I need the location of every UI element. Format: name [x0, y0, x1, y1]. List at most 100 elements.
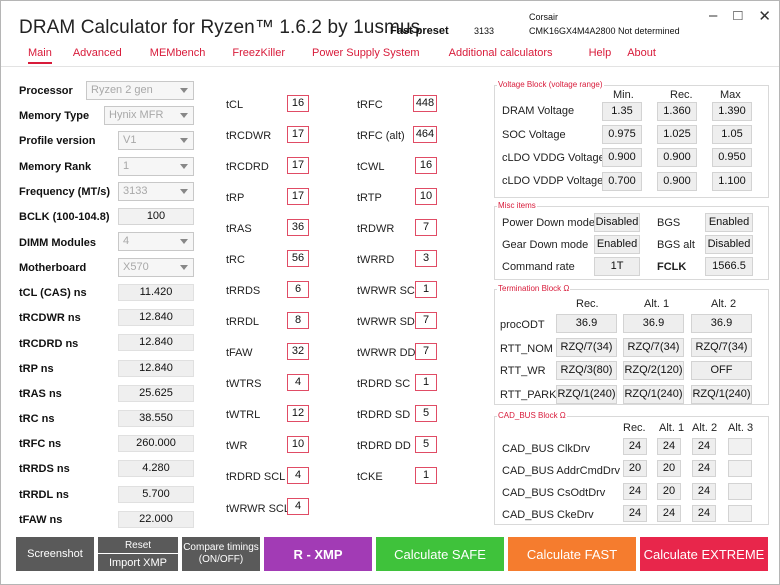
ns-value: 12.840: [118, 360, 194, 377]
termination-block-panel: [494, 289, 769, 405]
cad-bus-row-label: CAD_BUS ClkDrv: [502, 443, 591, 455]
ns-label: tCL (CAS) ns: [19, 287, 87, 299]
main-menu: Main Advanced MEMbench FreezKiller Power…: [9, 47, 656, 64]
timing-value: 12: [287, 405, 309, 422]
voltage-max: 0.950: [712, 148, 752, 167]
command-rate-value: 1T: [594, 257, 640, 276]
bclk-input[interactable]: 100: [118, 208, 194, 225]
cad-bus-block-title: CAD_BUS Block Ω: [497, 411, 567, 420]
power-down-value: Disabled: [594, 213, 640, 232]
ns-value: 25.625: [118, 385, 194, 402]
screenshot-button[interactable]: Screenshot: [16, 537, 94, 571]
timing-label: tRDRD SC: [357, 378, 411, 390]
timing-label: tRDRD DD: [357, 440, 411, 452]
bgs-label: BGS: [657, 217, 681, 229]
chevron-down-icon: [180, 138, 188, 143]
motherboard-select[interactable]: X570: [118, 258, 194, 277]
timing-value: 7: [415, 343, 437, 360]
r-xmp-button[interactable]: R - XMP: [264, 537, 372, 571]
tab-additional-calculators[interactable]: Additional calculators: [448, 47, 553, 59]
frequency-select[interactable]: 3133: [118, 182, 194, 201]
dimm-modules-select[interactable]: 4: [118, 232, 194, 251]
termination-rec: 36.9: [556, 314, 617, 333]
termination-rec: RZQ/3(80): [556, 361, 617, 380]
compare-timings-button[interactable]: Compare timings (ON/OFF): [182, 537, 260, 571]
profile-version-value: V1: [123, 134, 137, 146]
voltage-min: 1.35: [602, 102, 642, 121]
import-xmp-button[interactable]: Import XMP: [98, 554, 178, 571]
tab-help[interactable]: Help: [588, 47, 612, 59]
timing-label: tWTRS: [226, 378, 262, 390]
profile-version-select[interactable]: V1: [118, 131, 194, 150]
voltage-max: 1.390: [712, 102, 752, 121]
menu-divider: [1, 66, 779, 67]
reset-button[interactable]: Reset: [98, 537, 178, 553]
chevron-down-icon: [180, 164, 188, 169]
ns-label: tRP ns: [19, 363, 54, 375]
voltage-rec: 1.360: [657, 102, 697, 121]
memory-rank-select[interactable]: 1: [118, 157, 194, 176]
ns-label: tRC ns: [19, 413, 55, 425]
cad-bus-alt1: 24: [657, 438, 681, 455]
timing-label: tRAS: [226, 223, 252, 235]
cad-bus-header-rec: Rec.: [623, 422, 646, 434]
termination-header-rec: Rec.: [576, 298, 599, 310]
cad-bus-rec: 24: [623, 505, 647, 522]
voltage-rec: 1.025: [657, 125, 697, 144]
termination-header-alt1: Alt. 1: [644, 298, 670, 310]
tab-freezkiller[interactable]: FreezKiller: [232, 47, 285, 59]
timing-value: 32: [287, 343, 309, 360]
timing-value: 16: [415, 157, 437, 174]
misc-items-panel: [494, 206, 769, 280]
minimize-icon[interactable]: –: [709, 7, 718, 24]
termination-row-label: RTT_PARK: [500, 389, 557, 401]
timing-value: 36: [287, 219, 309, 236]
tab-advanced[interactable]: Advanced: [72, 47, 122, 59]
memory-rank-value: 1: [123, 160, 130, 172]
calculate-safe-button[interactable]: Calculate SAFE: [376, 537, 504, 571]
termination-row-label: RTT_WR: [500, 365, 546, 377]
cad-bus-rec: 24: [623, 438, 647, 455]
cad-bus-alt2: 24: [692, 505, 716, 522]
maximize-icon[interactable]: □: [733, 7, 743, 24]
tab-membench[interactable]: MEMbench: [149, 47, 206, 59]
voltage-min: 0.975: [602, 125, 642, 144]
memory-type-select[interactable]: Hynix MFR: [104, 106, 194, 125]
timing-label: tRCDWR: [226, 130, 272, 142]
timing-label: tWRWR SC: [357, 285, 415, 297]
calculate-extreme-button[interactable]: Calculate EXTREME: [640, 537, 768, 571]
timing-value: 448: [413, 95, 437, 112]
timing-value: 17: [287, 126, 309, 143]
voltage-block-title: Voltage Block (voltage range): [497, 80, 604, 89]
timing-label: tRDRD SD: [357, 409, 411, 421]
ns-value: 260.000: [118, 435, 194, 452]
termination-header-alt2: Alt. 2: [711, 298, 737, 310]
bgs-value: Enabled: [705, 213, 753, 232]
tab-power-supply-system[interactable]: Power Supply System: [312, 47, 420, 59]
tab-about[interactable]: About: [627, 47, 656, 59]
ns-value: 38.550: [118, 410, 194, 427]
cad-bus-alt3: [728, 460, 752, 477]
processor-select[interactable]: Ryzen 2 gen: [86, 81, 194, 100]
timing-value: 10: [287, 436, 309, 453]
voltage-row-label: DRAM Voltage: [502, 105, 575, 117]
termination-rec: RZQ/7(34): [556, 338, 617, 357]
calculate-fast-button[interactable]: Calculate FAST: [508, 537, 636, 571]
timing-value: 16: [287, 95, 309, 112]
timing-label: tRP: [226, 192, 245, 204]
termination-row-label: procODT: [500, 319, 545, 331]
close-icon[interactable]: ✕: [758, 8, 771, 25]
memory-part-number: CMK16GX4M4A2800 Not determined: [529, 26, 680, 36]
voltage-row-label: SOC Voltage: [502, 129, 566, 141]
timing-label: tWRWR SD: [357, 316, 415, 328]
tab-main[interactable]: Main: [28, 47, 52, 64]
cad-bus-alt1: 20: [657, 483, 681, 500]
cad-bus-alt3: [728, 483, 752, 500]
voltage-header-min: Min.: [613, 89, 634, 101]
timing-value: 7: [415, 219, 437, 236]
cad-bus-alt1: 20: [657, 460, 681, 477]
ns-label: tRCDRD ns: [19, 338, 79, 350]
power-down-label: Power Down mode: [502, 217, 595, 229]
ns-value: 12.840: [118, 334, 194, 351]
timing-value: 1: [415, 281, 437, 298]
